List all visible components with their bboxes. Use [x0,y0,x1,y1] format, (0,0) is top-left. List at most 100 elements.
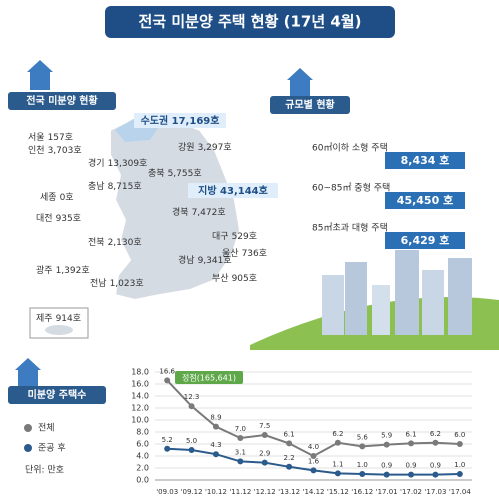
data-point [334,439,341,446]
region-label: 충남 8,715호 [88,181,142,192]
y-tick-label: 10.0 [131,416,149,425]
region-label: 강원 3,297호 [178,142,232,153]
data-label: 5.2 [162,436,173,444]
section-header [270,96,350,114]
y-tick-label: 8.0 [136,428,149,437]
data-label: 5.9 [381,432,392,440]
data-point [237,435,244,441]
building [395,250,419,335]
region-name: 세종 [40,192,57,203]
data-point [383,471,390,478]
region-count: 9,341호 [198,255,232,266]
data-point [408,471,415,478]
data-label: 6.2 [430,430,441,438]
data-point [432,439,439,446]
legend-marker [24,424,32,432]
region-label: 경남 9,341호 [178,254,232,266]
data-label: 0.9 [381,462,392,470]
region-count: 7,472호 [192,207,226,218]
x-tick-label: '16.12 [351,488,373,496]
region-label: 세종 0호 [40,192,74,203]
region-label: 인천 3,703호 [28,145,82,156]
x-tick-label: '12.12 [254,488,276,496]
region-count: 736호 [242,248,267,259]
data-point [188,403,195,410]
x-tick-label: '09.12 [181,488,203,496]
region-count: 914호 [56,313,81,324]
size-label: 60~85㎡ 중형 주택 [312,183,390,194]
count-box [385,152,465,169]
data-label: 6.1 [405,430,416,438]
region-label: 서울 157호 [28,132,73,143]
province-box [188,183,278,198]
data-point [164,377,171,384]
building [448,258,472,335]
data-label: 0.9 [405,462,416,470]
region-name: 충북 [148,168,165,179]
x-tick-label: '17.01 [376,488,398,496]
region-label: 경북 7,472호 [172,206,226,218]
y-tick-label: 16.0 [131,380,149,389]
region-label: 울산 736호 [222,248,267,259]
data-point [261,459,268,466]
unit-label: 단위: 만호 [25,465,64,476]
region-name: 강원 [178,142,195,153]
region-name: 광주 [36,264,53,276]
province-total: 지방 43,144호 [198,184,268,197]
data-label: 5.6 [357,433,369,441]
data-label: 2.2 [284,454,295,462]
data-point [310,467,317,474]
region-name: 경남 [178,254,195,266]
data-point [286,463,293,470]
section-title: 전국 미분양 현황 [26,94,98,107]
data-label: 2.9 [259,450,270,458]
building [322,275,344,335]
data-label: 0.9 [430,462,441,470]
section-header [8,386,106,404]
region-name: 경기 [88,157,105,169]
korea-map [109,116,242,302]
data-label: 3.1 [235,448,246,456]
data-label: 7.5 [259,422,270,430]
region-name: 서울 [28,132,45,143]
x-tick-label: '17.02 [400,488,422,496]
region-name: 부산 [212,273,229,284]
data-point [359,443,366,450]
region-name: 인천 [28,145,45,156]
region-count: 13,309호 [108,158,148,169]
house-icon [18,368,38,386]
annotation: 정점(165,641) [182,373,236,383]
title: 전국 미분양 주택 현황 (17년 4월) [139,13,362,31]
region-count: 905호 [232,273,257,284]
x-tick-label: '14.12 [303,488,325,496]
legend-label: 전체 [38,423,55,434]
data-label: 1.0 [454,461,465,469]
region-label: 충북 5,755호 [148,168,202,179]
y-tick-label: 18.0 [131,368,149,377]
x-tick-label: '17.03 [424,488,446,496]
region-label: 대전 935호 [36,213,81,224]
data-point [456,441,463,447]
region-label: 대구 529호 [212,231,257,242]
region-count: 3,703호 [48,145,82,156]
region-count: 529호 [232,231,257,242]
data-point [359,471,366,477]
region-count: 1,023호 [110,278,144,289]
size-count: 6,429 호 [401,233,450,247]
region-label: 부산 905호 [212,273,257,284]
building [422,270,444,335]
y-tick-label: 4.0 [136,452,149,461]
house-icon [30,70,50,90]
capital-total: 수도권 17,169호 [141,114,220,127]
data-label: 7.0 [235,425,246,433]
data-label: 4.3 [210,441,221,449]
data-label: 6.0 [454,431,465,439]
data-label: 1.0 [357,461,368,469]
region-name: 전남 [90,278,107,289]
region-name: 대전 [36,213,53,224]
y-tick-label: 14.0 [131,392,149,401]
size-count: 8,434 호 [401,153,450,167]
count-box [385,192,465,209]
y-tick-label: 12.0 [131,404,149,413]
